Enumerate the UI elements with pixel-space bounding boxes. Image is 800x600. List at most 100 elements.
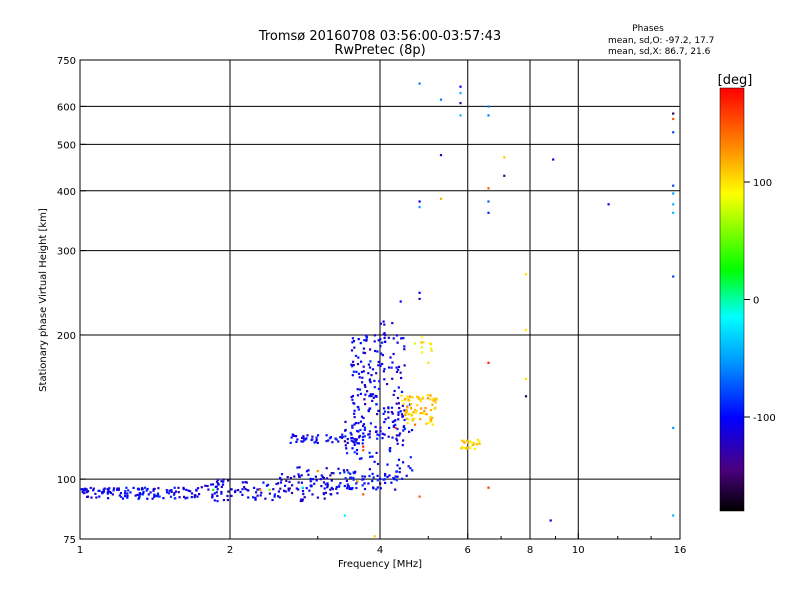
data-point	[672, 131, 675, 134]
data-point	[409, 403, 413, 406]
data-point	[414, 411, 417, 415]
data-point	[356, 429, 359, 433]
data-point	[187, 489, 190, 492]
phases-x-mean-sd: mean, sd,X: 86.7, 21.6	[608, 47, 711, 57]
data-point	[397, 418, 400, 421]
data-point	[503, 174, 506, 177]
data-point	[351, 436, 354, 440]
data-point	[357, 430, 360, 433]
data-point	[361, 376, 364, 379]
data-point	[222, 499, 225, 502]
data-point	[300, 474, 303, 477]
data-point	[459, 102, 462, 105]
data-point	[396, 427, 399, 431]
data-point	[362, 351, 365, 354]
data-point	[156, 495, 159, 498]
data-point	[215, 485, 218, 488]
data-point	[102, 490, 105, 493]
data-point	[376, 350, 379, 353]
data-point	[371, 399, 374, 402]
data-point	[326, 486, 329, 489]
data-point	[352, 340, 356, 343]
data-point	[297, 473, 300, 476]
data-point	[287, 487, 290, 491]
data-point	[355, 482, 358, 485]
data-point	[82, 489, 85, 492]
data-point	[411, 418, 414, 421]
data-point	[267, 483, 270, 486]
data-point	[347, 485, 350, 488]
data-point	[316, 434, 320, 437]
data-point	[173, 497, 176, 500]
data-point	[354, 440, 357, 443]
data-point	[376, 479, 379, 482]
data-point	[383, 433, 386, 436]
x-tick-label: 8	[527, 545, 533, 556]
data-point	[285, 479, 288, 482]
data-point	[375, 430, 378, 433]
data-point	[355, 486, 358, 490]
data-point	[226, 494, 229, 498]
data-point	[503, 156, 506, 159]
data-point	[368, 474, 371, 478]
data-point	[465, 439, 468, 442]
data-point	[330, 493, 333, 496]
data-point	[296, 438, 299, 441]
data-point	[344, 428, 347, 432]
data-point	[92, 487, 95, 490]
data-point	[215, 491, 218, 494]
data-point	[117, 487, 120, 490]
data-point	[355, 370, 358, 373]
data-point	[361, 438, 365, 441]
data-point	[358, 388, 362, 391]
data-point	[311, 438, 314, 441]
data-point	[278, 496, 281, 499]
data-point	[459, 114, 462, 117]
data-point	[322, 493, 326, 496]
data-point	[325, 467, 328, 470]
data-point	[353, 472, 356, 475]
data-point	[124, 490, 127, 493]
data-point	[421, 397, 424, 400]
data-point	[368, 433, 371, 436]
data-point	[362, 370, 365, 373]
data-point	[418, 200, 421, 203]
data-point	[118, 494, 121, 497]
data-point	[368, 378, 372, 381]
data-point	[329, 488, 332, 491]
data-point	[391, 420, 394, 423]
data-point	[365, 335, 368, 338]
colorbar-label: [deg]	[718, 73, 753, 88]
data-point	[383, 340, 387, 343]
data-point	[137, 487, 140, 490]
data-point	[168, 489, 171, 492]
data-point	[170, 489, 173, 492]
data-point	[478, 442, 481, 445]
data-point	[368, 366, 372, 369]
data-point	[368, 436, 371, 439]
data-point	[419, 418, 422, 421]
data-point	[90, 496, 93, 499]
data-point	[382, 320, 385, 323]
data-point	[369, 360, 372, 363]
data-point	[362, 445, 365, 448]
data-point	[273, 495, 276, 498]
data-point	[119, 492, 122, 495]
data-point	[391, 412, 394, 415]
data-point	[279, 487, 282, 490]
data-point	[306, 434, 309, 437]
data-point	[351, 394, 355, 398]
data-point	[330, 472, 333, 475]
data-point	[434, 398, 437, 401]
data-point	[301, 436, 304, 439]
data-point	[346, 483, 349, 486]
data-point	[368, 430, 371, 433]
data-point	[397, 458, 401, 461]
data-point	[117, 488, 120, 491]
data-point	[383, 478, 386, 481]
data-point	[381, 432, 384, 435]
data-point	[142, 490, 145, 493]
data-point	[377, 360, 380, 364]
data-point	[367, 372, 370, 375]
data-point	[420, 336, 423, 339]
